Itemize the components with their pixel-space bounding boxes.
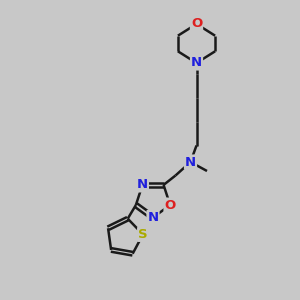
Text: S: S	[138, 228, 148, 241]
Text: N: N	[185, 155, 196, 169]
Text: N: N	[147, 211, 159, 224]
Text: O: O	[164, 199, 176, 212]
Text: N: N	[137, 178, 148, 191]
Text: N: N	[191, 56, 202, 70]
Text: O: O	[191, 17, 202, 31]
